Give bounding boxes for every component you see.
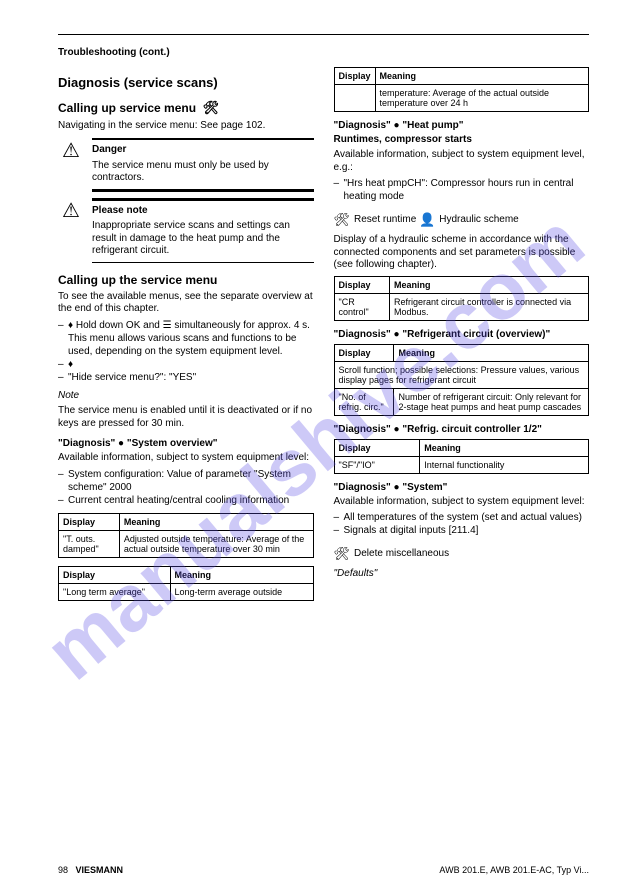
menu3-head: "Diagnosis" ● "Refrigerant circuit (over… (334, 329, 590, 340)
t2b-h0: Display (334, 67, 375, 84)
right-column: Display Meaning temperature: Average of … (334, 63, 590, 609)
nav-note: Navigating in the service menu: See page… (58, 120, 314, 133)
tools-icon: 🛠 (203, 100, 220, 115)
call-text: To see the available menus, see the sepa… (58, 291, 314, 316)
table-row: "Long term average" Long-term average ou… (59, 583, 314, 600)
defaults-label: "Defaults" (334, 568, 590, 581)
menu2-bullets: "Hrs heat pmpCH": Compressor hours run i… (334, 177, 590, 203)
t2-h1: Meaning (170, 566, 313, 583)
sub-heading: Calling up service menu 🛠 (58, 100, 314, 116)
t4-h1: Meaning (394, 344, 589, 361)
page-number: 98 (58, 865, 68, 875)
menu1-desc: Available information, subject to system… (58, 452, 314, 465)
step-3: "Hide service menu?": "YES" (58, 371, 314, 384)
table-row: "CR control" Refrigerant circuit control… (334, 293, 589, 320)
step-1: ♦ Hold down OK and ☰ simultaneously for … (58, 319, 314, 358)
icon-label-del: 🛠 Delete miscellaneous (334, 546, 450, 562)
t4-c1a: "No. of refrig. circ." (334, 388, 394, 415)
menu5-bullets: All temperatures of the system (set and … (334, 511, 590, 537)
menu5-head: "Diagnosis" ● "System" (334, 482, 590, 493)
danger-body: The service menu must only be used by co… (92, 160, 314, 185)
running-head: Troubleshooting (cont.) (58, 47, 589, 60)
t5-h0: Display (334, 439, 420, 456)
t2b-c1: temperature: Average of the actual outsi… (375, 84, 588, 111)
page-top-rule (58, 34, 589, 35)
note-label: Note (58, 390, 314, 403)
brand-name: VIESMANN (76, 865, 124, 875)
danger-title: Danger (92, 144, 314, 157)
table-2b: Display Meaning temperature: Average of … (334, 67, 590, 112)
table-row: "SF"/"IO" Internal functionality (334, 456, 589, 473)
t3-c0: "CR control" (334, 293, 390, 320)
footer-left: 98 VIESMANN (58, 865, 123, 875)
t2-c1: Long-term average outside (170, 583, 313, 600)
left-column: Diagnosis (service scans) Calling up ser… (58, 63, 314, 609)
t2b-c0 (334, 84, 375, 111)
caution-body: Inappropriate service scans and settings… (92, 220, 314, 258)
menu4-head: "Diagnosis" ● "Refrig. circuit controlle… (334, 424, 590, 435)
call-steps: ♦ Hold down OK and ☰ simultaneously for … (58, 319, 314, 384)
table-row: "T. outs. damped" Adjusted outside tempe… (59, 530, 314, 557)
caution-icon: ⚠ (58, 198, 84, 223)
table-row: "No. of refrig. circ." Number of refrige… (334, 388, 589, 415)
t1-c0: "T. outs. damped" (59, 530, 120, 557)
table-2: Display Meaning "Long term average" Long… (58, 566, 314, 601)
table-row: Scroll function; possible selections: Pr… (334, 361, 589, 388)
voltage-icon: ⚠ (58, 138, 84, 163)
t4-h0: Display (334, 344, 394, 361)
t5-c0: "SF"/"IO" (334, 456, 420, 473)
menu2-b1: "Hrs heat pmpCH": Compressor hours run i… (334, 177, 590, 203)
menu5-b2: Signals at digital inputs [211.4] (334, 524, 590, 537)
person-icon: 👤 (419, 212, 435, 228)
t2-h0: Display (59, 566, 171, 583)
icon-label-hyd-text: Hydraulic scheme (439, 214, 518, 227)
caution-title: Please note (92, 205, 314, 218)
caution-block: ⚠ Please note Inappropriate service scan… (58, 198, 314, 263)
menu1-b1: System configuration: Value of parameter… (58, 468, 314, 494)
section-heading: Diagnosis (service scans) (58, 75, 314, 90)
icon-label-svc: 🛠 Reset runtime (334, 212, 417, 228)
t1-c1: Adjusted outside temperature: Average of… (119, 530, 313, 557)
t1-h0: Display (59, 513, 120, 530)
icon-label-svc-text: Reset runtime (354, 214, 416, 227)
menu5-b1: All temperatures of the system (set and … (334, 511, 590, 524)
step-2: ♦ (58, 358, 314, 371)
icon-label-hyd: 👤 Hydraulic scheme (419, 212, 519, 228)
menu2-body1: Available information, subject to system… (334, 149, 590, 174)
menu1-bullets: System configuration: Value of parameter… (58, 468, 314, 507)
t3-c1: Refrigerant circuit controller is connec… (390, 293, 589, 320)
menu5-body: Available information, subject to system… (334, 496, 590, 509)
note-body: The service menu is enabled until it is … (58, 405, 314, 430)
t5-c1: Internal functionality (420, 456, 589, 473)
t2b-h1: Meaning (375, 67, 588, 84)
menu2-head: "Diagnosis" ● "Heat pump" (334, 120, 590, 131)
menu2-body2: Display of a hydraulic scheme in accorda… (334, 234, 590, 272)
page-body: Troubleshooting (cont.) Diagnosis (servi… (58, 44, 589, 853)
tools-icon: 🛠 (334, 212, 351, 228)
t5-h1: Meaning (420, 439, 589, 456)
menu1-head: "Diagnosis" ● "System overview" (58, 438, 314, 449)
sub-heading-text: Calling up service menu (58, 101, 196, 115)
tools-icon: 🛠 (334, 546, 351, 562)
table-4: Display Meaning Scroll function; possibl… (334, 344, 590, 416)
footer-right: AWB 201.E, AWB 201.E-AC, Typ Vi... (439, 865, 589, 875)
danger-block: ⚠ Danger The service menu must only be u… (58, 138, 314, 192)
table-1: Display Meaning "T. outs. damped" Adjust… (58, 513, 314, 558)
t2-c0: "Long term average" (59, 583, 171, 600)
table-5: Display Meaning "SF"/"IO" Internal funct… (334, 439, 590, 474)
table-row: temperature: Average of the actual outsi… (334, 84, 589, 111)
t4-c0: Scroll function; possible selections: Pr… (334, 361, 589, 388)
t4-c1b: Number of refrigerant circuit: Only rele… (394, 388, 589, 415)
t1-h1: Meaning (119, 513, 313, 530)
menu2-sub: Runtimes, compressor starts (334, 134, 590, 147)
t3-h1: Meaning (390, 276, 589, 293)
t3-h0: Display (334, 276, 390, 293)
menu1-b2: Current central heating/central cooling … (58, 494, 314, 507)
call-heading: Calling up the service menu (58, 273, 314, 287)
icon-label-del-text: Delete miscellaneous (354, 548, 449, 561)
table-3: Display Meaning "CR control" Refrigerant… (334, 276, 590, 321)
